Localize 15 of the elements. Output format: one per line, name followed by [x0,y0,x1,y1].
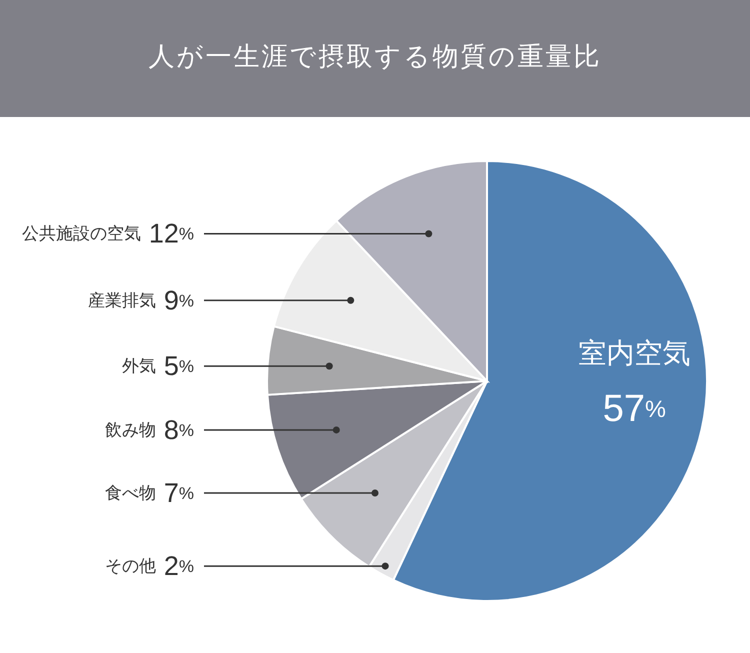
data-label: 5% [164,351,194,382]
slice-label: 食べ物 [104,484,156,503]
data-label: 9% [164,285,194,316]
data-label: 8% [164,414,194,445]
data-label: 7% [164,478,194,508]
data-label: 57% [602,388,666,430]
slice-label: 室内空気 [578,338,690,368]
data-label: 2% [164,551,194,582]
slice-label: 飲み物 [104,420,156,440]
slice-label: 公共施設の空気 [22,224,141,244]
slice-label: 外気 [122,356,156,376]
chart-title: 人が一生涯で摂取する物質の重量比 [148,41,602,71]
slice-label: その他 [104,556,156,576]
slice-label: 産業排気 [88,290,156,310]
data-label: 12% [148,218,194,249]
